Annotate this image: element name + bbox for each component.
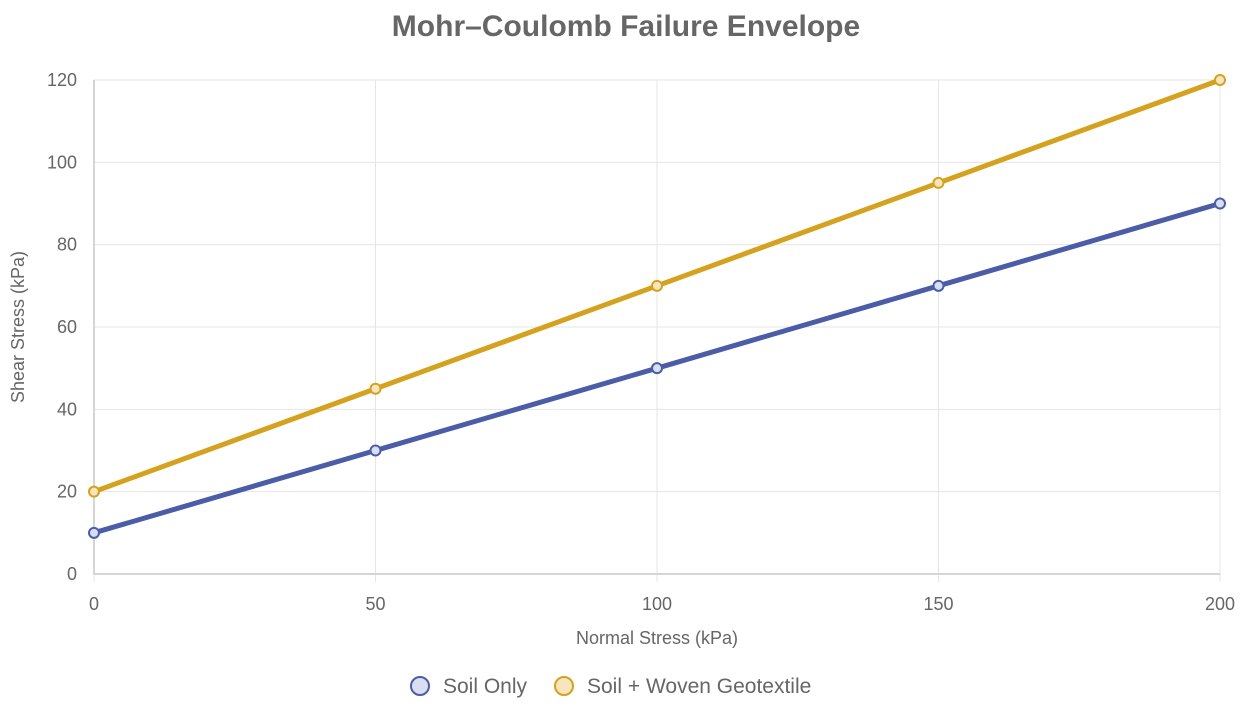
series-0-point [1214,197,1226,210]
series-0-point [651,362,663,375]
data-points [88,74,1226,539]
series-0-point [88,526,100,539]
chart-title: Mohr–Coulomb Failure Envelope [392,10,860,43]
legend-item-1: Soil + Woven Geotextile [554,675,811,698]
x-tick-label: 150 [923,594,953,614]
legend-marker-1 [554,676,574,696]
y-tick-label: 80 [57,235,77,255]
series-0-point [369,444,382,457]
x-tick-label: 0 [89,594,99,614]
y-tick-label: 120 [47,70,77,90]
legend-label-1: Soil + Woven Geotextile [587,675,811,698]
y-tick-label: 0 [67,564,77,584]
legend-label-0: Soil Only [443,675,528,698]
series-1-point [932,176,945,189]
y-tick-label: 100 [47,152,77,172]
grid-lines [93,79,1221,575]
y-axis-title: Shear Stress (kPa) [8,251,28,403]
y-tick-label: 20 [57,482,77,502]
y-tick-label: 60 [57,317,77,337]
series-1-point [369,382,382,395]
series-1-point [651,279,663,292]
legend: Soil Only Soil + Woven Geotextile [410,675,811,698]
series-1-point [88,485,100,498]
x-tick-label: 200 [1205,594,1235,614]
legend-item-0: Soil Only [410,675,528,698]
series-1-point [1214,74,1226,86]
tick-labels: 0 20 40 60 80 100 120 0 50 100 150 200 [47,70,1235,614]
y-tick-label: 40 [57,399,77,419]
legend-marker-0 [410,676,430,696]
x-tick-label: 50 [365,594,385,614]
series-0-point [932,279,945,292]
x-tick-label: 100 [642,594,672,614]
x-axis-title: Normal Stress (kPa) [576,628,738,648]
